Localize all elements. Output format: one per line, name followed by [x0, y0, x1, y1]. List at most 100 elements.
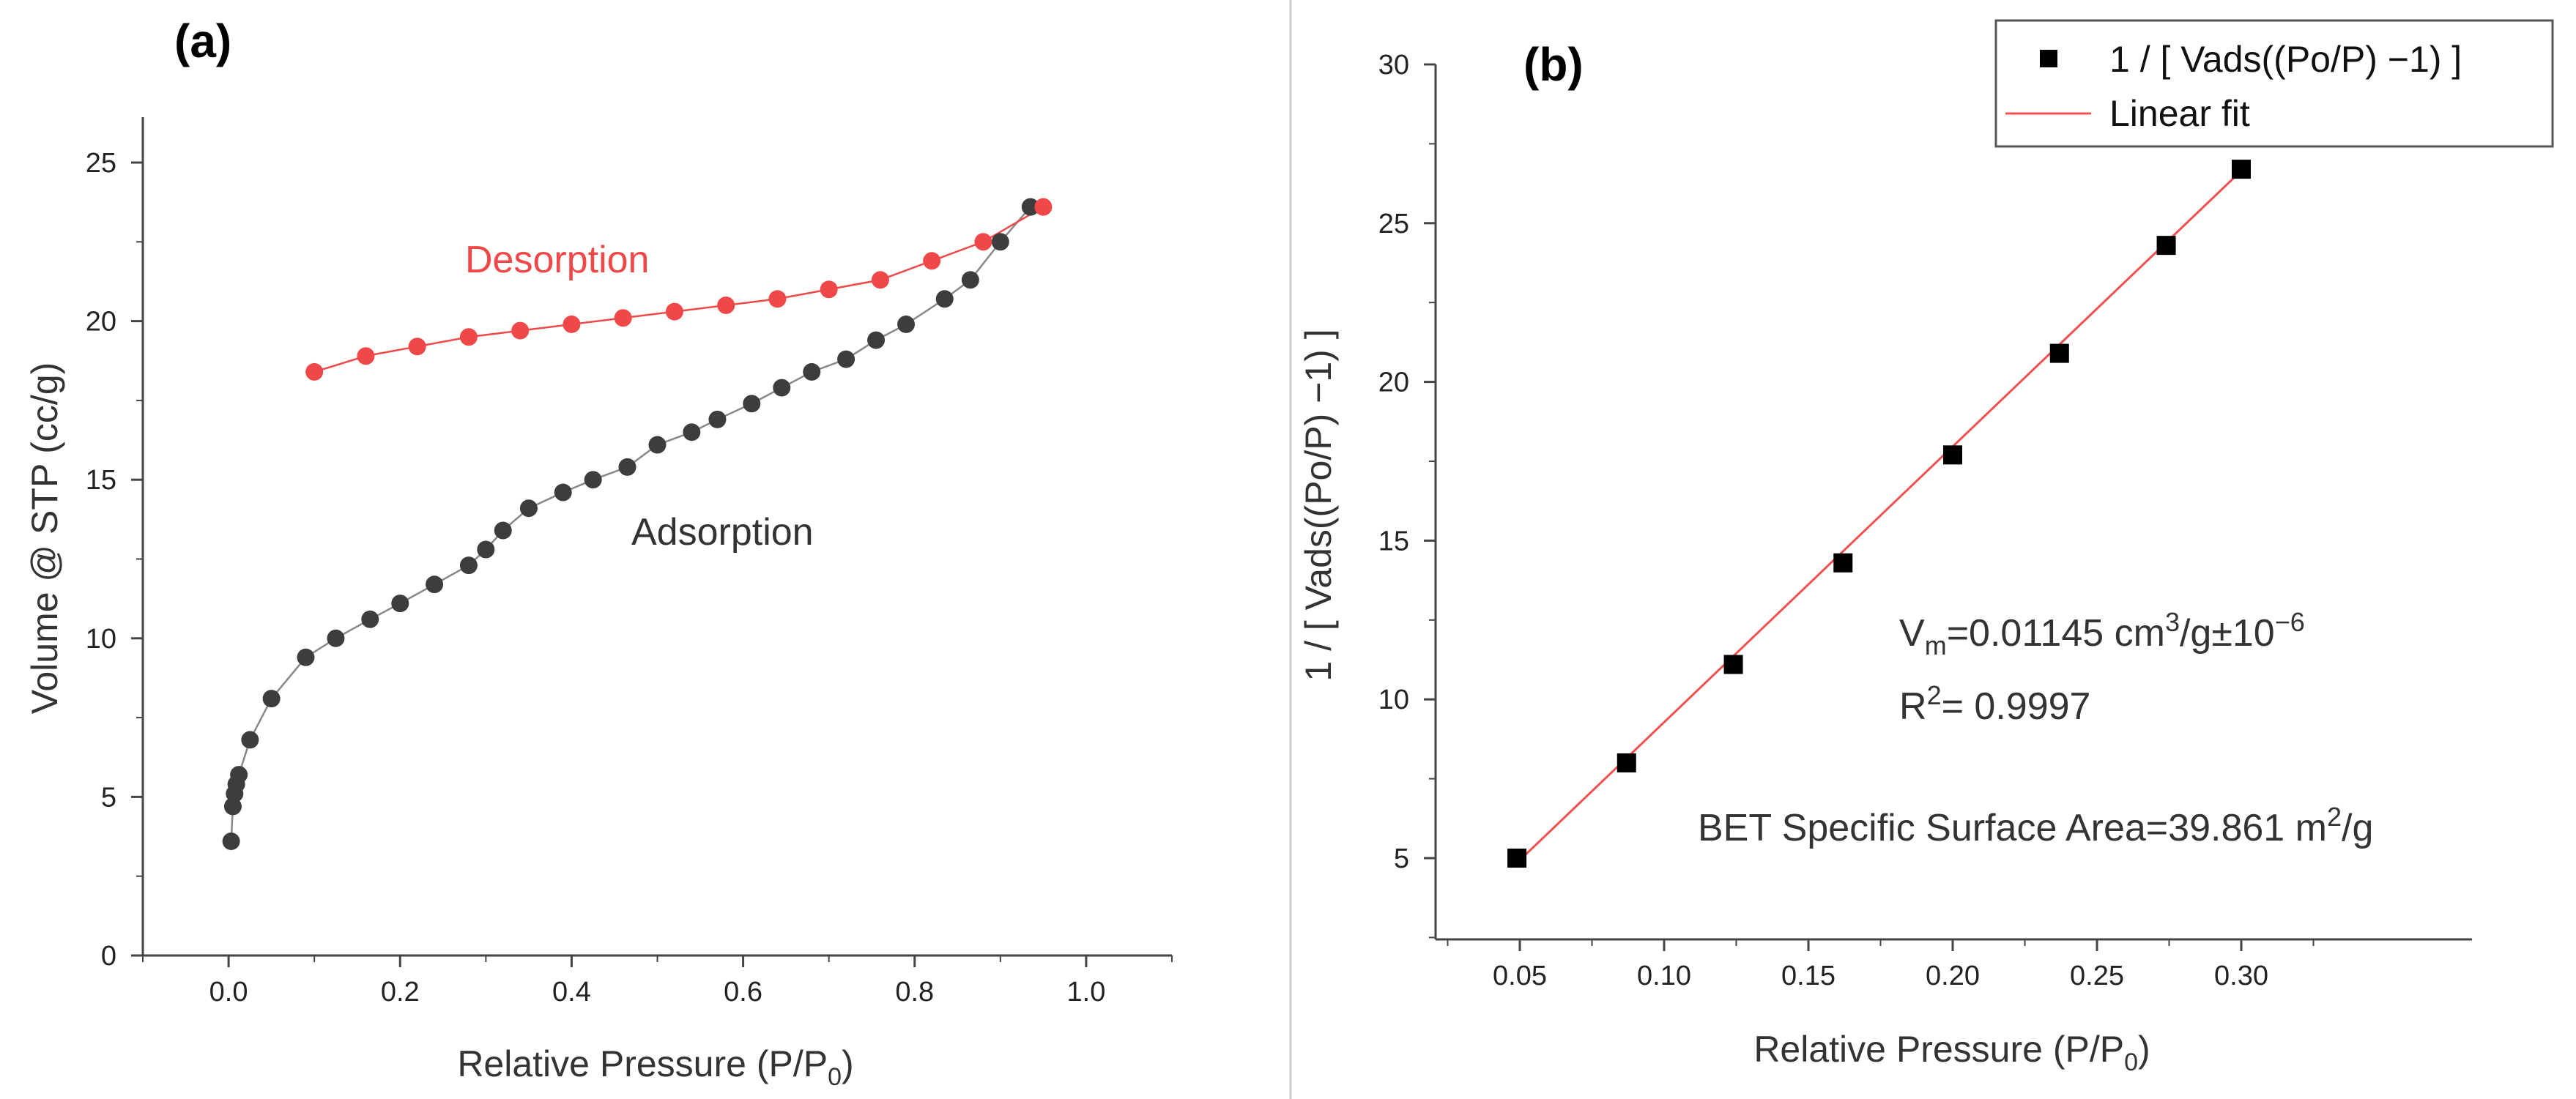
- chart-b-y-tick-label: 30: [1378, 50, 1409, 81]
- annotation-bet: BET Specific Surface Area=39.861 m2/g: [1698, 802, 2373, 849]
- chart-b-point: [1833, 553, 1853, 573]
- legend-entry-ratio: 1 / [ Vads((Po/P) −1) ]: [2109, 39, 2462, 80]
- chart-a-x-tick-label: 0.0: [209, 977, 248, 1007]
- chart-a-point-adsorption: [477, 540, 495, 559]
- chart-a-point-adsorption: [459, 556, 478, 575]
- chart-a-point-adsorption: [391, 595, 409, 613]
- chart-b: (b) 0.05 0.10 0.15 0.20 0.25 0.3051015202530 …: [1298, 19, 2554, 1076]
- chart-a-point-desorption: [1034, 198, 1053, 216]
- chart-b-y-tick-label: 20: [1378, 368, 1409, 398]
- annotation-vm: Vm=0.01145 cm3/g±10−6: [1899, 607, 2305, 660]
- annot-vm-end: /g±10: [2180, 612, 2275, 655]
- annot-vm-exp: −6: [2275, 607, 2305, 637]
- chart-a-y-tick-label: 25: [86, 148, 116, 179]
- chart-b-x-title-sub: 0: [2124, 1048, 2138, 1076]
- chart-a-point-adsorption: [327, 629, 345, 647]
- chart-a-point-adsorption: [648, 436, 667, 454]
- chart-a-point-adsorption: [618, 458, 636, 476]
- chart-b-point: [2232, 160, 2251, 179]
- annot-bet-end: /g: [2342, 807, 2373, 849]
- chart-a-point-desorption: [305, 362, 324, 381]
- chart-a-label-adsorption: Adsorption: [631, 511, 814, 554]
- panel-label-b: (b): [1523, 38, 1584, 91]
- legend-frame: [1994, 19, 2554, 148]
- chart-a-point-desorption: [871, 271, 889, 289]
- legend-entry-linear-fit: Linear fit: [2109, 93, 2250, 134]
- chart-a-point-desorption: [923, 252, 941, 270]
- chart-b-x-tick-label: 0.20: [1926, 961, 1980, 991]
- chart-a-point-adsorption: [743, 395, 761, 413]
- chart-b-x-tick-label: 0.25: [2070, 961, 2124, 991]
- chart-a-point-adsorption: [222, 832, 240, 851]
- chart-a-y-tick-label: 10: [86, 624, 116, 655]
- chart-b-y-tick-label: 25: [1378, 209, 1409, 239]
- chart-a-point-adsorption: [708, 410, 727, 428]
- annot-r2-prefix: R: [1899, 685, 1927, 728]
- chart-a: (a) 0.0 0.2 0.4 0.6 0.8 1.0 0 5 10 15 20 25 Volume …: [24, 15, 1173, 1091]
- annot-bet-text: BET Specific Surface Area=39.861 m: [1698, 807, 2327, 849]
- chart-b-y-tick-label: 15: [1378, 526, 1409, 556]
- chart-b-y-axis-title: 1 / [ Vads((Po/P) −1) ]: [1298, 329, 1339, 681]
- chart-a-x-title-end: ): [842, 1043, 854, 1084]
- chart-a-point-adsorption: [584, 471, 602, 489]
- chart-b-point: [1507, 849, 1527, 868]
- chart-a-point-adsorption: [867, 331, 886, 349]
- chart-a-point-adsorption: [837, 350, 855, 368]
- chart-b-legend: 1 / [ Vads((Po/P) −1) ] Linear fit: [1994, 19, 2554, 148]
- chart-a-point-adsorption: [519, 499, 538, 518]
- chart-b-x-title-end: ): [2138, 1029, 2150, 1070]
- annot-vm-mid: =0.01145 cm: [1947, 612, 2165, 655]
- chart-a-y-axis-title: Volume @ STP (cc/g): [24, 362, 65, 715]
- chart-a-point-adsorption: [773, 379, 791, 397]
- chart-a-point-desorption: [459, 328, 478, 346]
- chart-a-point-adsorption: [1021, 198, 1039, 216]
- chart-b-point: [2049, 343, 2069, 363]
- chart-b-x-title-main: Relative Pressure (P/P: [1753, 1029, 2124, 1070]
- chart-a-point-adsorption: [361, 610, 379, 628]
- legend-swatch-square: [2040, 50, 2057, 67]
- chart-a-point-desorption: [820, 280, 838, 299]
- annot-r2-end: = 0.9997: [1942, 685, 2091, 728]
- chart-a-point-adsorption: [297, 648, 315, 666]
- chart-b-x-tick-label: 0.10: [1637, 961, 1691, 991]
- chart-a-y-tick-label: 20: [86, 307, 116, 338]
- chart-a-point-adsorption: [426, 575, 444, 594]
- chart-b-point: [1723, 655, 1743, 674]
- chart-a-point-desorption: [974, 233, 992, 251]
- chart-a-x-tick-label: 1.0: [1067, 977, 1106, 1007]
- annot-r2-sup: 2: [1927, 680, 1942, 710]
- chart-b-point: [1943, 445, 1962, 465]
- chart-b-x-tick-label: 0.30: [2214, 961, 2268, 991]
- annot-vm-sup: 3: [2165, 607, 2180, 637]
- panel-label-a: (a): [174, 15, 231, 67]
- chart-a-point-desorption: [614, 309, 632, 327]
- chart-a-label-desorption: Desorption: [465, 239, 649, 281]
- chart-a-point-adsorption: [262, 690, 281, 708]
- chart-a-x-title-main: Relative Pressure (P/P: [457, 1043, 828, 1084]
- chart-b-x-tick-label: 0.05: [1493, 961, 1547, 991]
- annot-vm-sub: m: [1925, 630, 1947, 660]
- chart-a-point-desorption: [563, 315, 581, 333]
- chart-a-x-tick-label: 0.8: [895, 977, 934, 1007]
- chart-a-x-tick-label: 0.6: [724, 977, 762, 1007]
- chart-a-x-tick-label: 0.4: [552, 977, 591, 1007]
- chart-a-point-desorption: [511, 321, 530, 340]
- chart-a-point-adsorption: [897, 315, 916, 333]
- chart-b-linear-fit-line: [1516, 170, 2243, 864]
- annot-bet-sup: 2: [2327, 802, 2342, 832]
- chart-a-x-title-sub: 0: [828, 1063, 842, 1091]
- chart-b-y-tick-label: 5: [1394, 843, 1409, 874]
- annotation-r2: R2= 0.9997: [1899, 680, 2090, 728]
- chart-a-x-tick-label: 0.2: [381, 977, 420, 1007]
- chart-a-point-adsorption: [230, 766, 248, 784]
- chart-a-point-desorption: [717, 296, 735, 314]
- chart-a-point-adsorption: [935, 290, 954, 308]
- chart-a-y-tick-label: 15: [86, 465, 116, 496]
- chart-b-x-axis-title: Relative Pressure (P/P0): [1753, 1029, 2150, 1076]
- chart-a-point-desorption: [357, 347, 375, 365]
- chart-a-point-adsorption: [241, 731, 259, 749]
- chart-b-y-tick-label: 10: [1378, 685, 1409, 715]
- chart-a-point-desorption: [665, 302, 683, 321]
- chart-a-point-adsorption: [554, 483, 572, 502]
